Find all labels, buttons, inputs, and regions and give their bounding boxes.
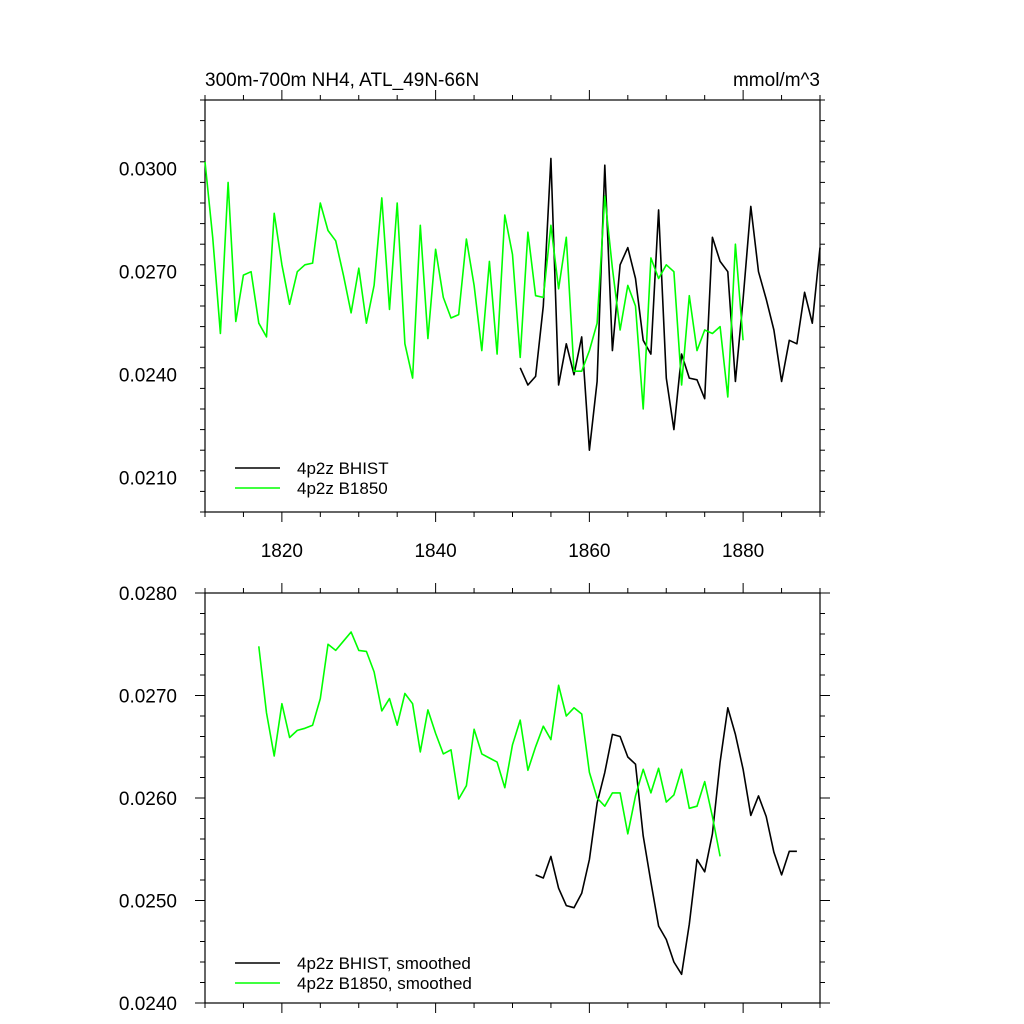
units-label: mmol/m^3	[733, 70, 820, 91]
y-tick-label: 0.0240	[119, 366, 177, 387]
x-tick-label: 1860	[568, 541, 610, 562]
y-tick-label: 0.0280	[119, 584, 177, 605]
plot-frame	[204, 592, 821, 1004]
series-line	[258, 631, 721, 857]
plot-frame	[204, 99, 821, 513]
x-tick-label: 1880	[722, 541, 764, 562]
series-line	[535, 706, 797, 976]
y-tick-label: 0.0270	[119, 687, 177, 708]
y-tick-label: 0.0300	[119, 160, 177, 181]
legend-label: 4p2z B1850, smoothed	[297, 974, 472, 993]
chart-title: 300m-700m NH4, ATL_49N-66N	[205, 70, 479, 91]
y-tick-label: 0.0210	[119, 469, 177, 490]
series-line	[519, 157, 821, 452]
y-tick-label: 0.0270	[119, 263, 177, 284]
top-panel: 1820 1840 1860 1880 0.0210 0.0240 0.0270 0.0300…	[119, 90, 825, 562]
legend-label: 4p2z BHIST, smoothed	[297, 954, 471, 973]
y-tick-label: 0.0250	[119, 892, 177, 913]
x-tick-label: 1840	[414, 541, 456, 562]
legend-label: 4p2z B1850	[297, 479, 388, 498]
bottom-panel: 0.0240 0.0250 0.0260 0.0270 0.0280 4p2z BHIST…	[119, 583, 830, 1015]
series-line	[204, 161, 744, 410]
x-tick-label: 1820	[261, 541, 303, 562]
y-tick-label: 0.0260	[119, 789, 177, 810]
legend-label: 4p2z BHIST	[297, 459, 389, 478]
y-tick-label: 0.0240	[119, 994, 177, 1015]
